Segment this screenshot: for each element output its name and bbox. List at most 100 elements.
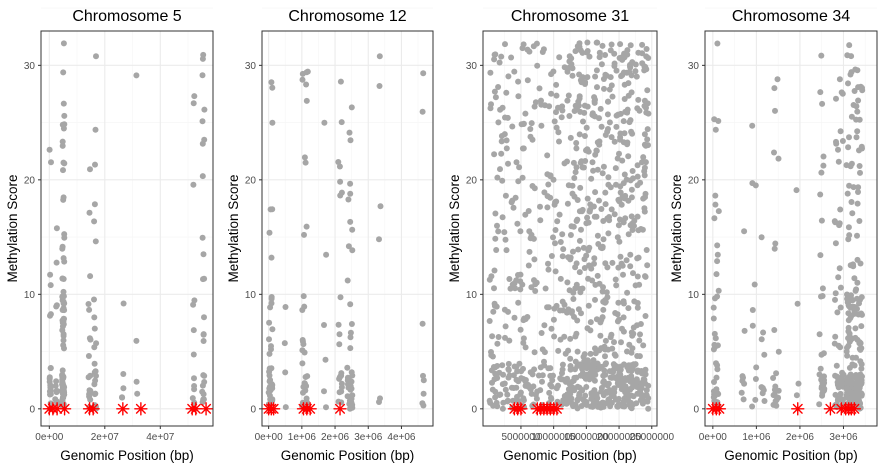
data-point xyxy=(542,285,549,292)
y-tick-label: 0 xyxy=(471,404,477,415)
data-point xyxy=(199,72,206,79)
data-point xyxy=(201,379,208,385)
data-point xyxy=(53,378,60,385)
data-point xyxy=(636,107,643,114)
data-point xyxy=(598,206,605,212)
marker-stroke xyxy=(305,403,316,414)
data-point xyxy=(644,126,651,133)
panel-title: Chromosome 12 xyxy=(288,8,406,25)
data-point xyxy=(576,93,583,100)
data-point xyxy=(573,218,580,224)
data-point xyxy=(616,238,623,245)
data-point xyxy=(639,226,646,233)
data-point xyxy=(858,294,865,301)
data-point xyxy=(835,274,842,281)
data-point xyxy=(555,347,562,354)
data-point xyxy=(560,246,567,253)
data-point xyxy=(572,366,578,373)
data-point xyxy=(517,326,524,333)
y-axis-label: Methylation Score xyxy=(447,174,462,282)
data-point xyxy=(614,365,621,372)
data-point xyxy=(853,134,860,141)
data-point xyxy=(491,302,498,309)
data-point xyxy=(711,215,718,222)
data-point xyxy=(533,395,540,402)
x-tick-label: 3e+06 xyxy=(829,432,858,443)
data-point xyxy=(551,118,558,125)
data-point xyxy=(633,376,640,383)
data-point xyxy=(544,171,551,178)
data-point xyxy=(491,151,498,158)
data-point xyxy=(87,372,94,379)
data-point xyxy=(574,397,581,404)
data-point xyxy=(641,168,648,175)
data-point xyxy=(848,336,855,343)
data-point xyxy=(598,61,605,68)
data-point xyxy=(582,158,589,164)
data-point xyxy=(348,104,355,111)
panel-background xyxy=(41,31,213,426)
data-point xyxy=(616,216,623,223)
data-point xyxy=(645,55,652,61)
data-point xyxy=(558,376,564,383)
data-point xyxy=(835,158,842,165)
data-point xyxy=(268,254,275,261)
data-point xyxy=(593,39,600,46)
x-tick-label: 2e+06 xyxy=(321,432,350,443)
data-point xyxy=(509,197,516,204)
data-point xyxy=(505,366,512,373)
data-point xyxy=(510,204,517,211)
data-point xyxy=(519,174,526,181)
data-point xyxy=(625,92,632,99)
x-tick-label: 4e+07 xyxy=(146,432,175,443)
data-point xyxy=(349,372,356,379)
data-point xyxy=(583,402,590,408)
data-point xyxy=(514,393,520,400)
marker-stroke xyxy=(849,403,860,414)
data-point xyxy=(268,300,275,307)
data-point xyxy=(190,100,197,107)
data-point xyxy=(505,374,512,381)
data-point xyxy=(335,159,342,165)
data-point xyxy=(843,394,850,401)
data-point xyxy=(321,388,327,395)
data-point xyxy=(517,286,524,293)
data-point xyxy=(201,314,207,321)
data-point xyxy=(617,136,624,143)
data-point xyxy=(591,255,598,262)
data-point xyxy=(91,381,98,388)
data-point xyxy=(837,304,844,311)
data-point xyxy=(377,203,384,210)
data-point xyxy=(301,154,308,161)
marker-stroke xyxy=(792,403,803,414)
data-point xyxy=(817,365,824,372)
data-point xyxy=(499,362,506,369)
data-point xyxy=(511,363,518,370)
data-point xyxy=(52,382,59,389)
data-point xyxy=(602,337,609,344)
data-point xyxy=(608,41,615,48)
data-point xyxy=(133,378,140,385)
data-point xyxy=(605,126,611,132)
x-tick-label: 2e+07 xyxy=(91,432,120,443)
data-point xyxy=(614,155,621,162)
y-tick-label: 30 xyxy=(688,61,700,72)
y-tick-label: 20 xyxy=(245,175,257,186)
data-point xyxy=(635,227,642,234)
data-point xyxy=(47,365,54,372)
data-point xyxy=(191,297,198,304)
data-point xyxy=(552,227,559,233)
data-point xyxy=(302,374,309,380)
data-point xyxy=(624,106,631,113)
data-point xyxy=(604,264,611,271)
data-point xyxy=(621,361,627,368)
data-point xyxy=(345,196,352,203)
data-point xyxy=(628,128,635,135)
data-point xyxy=(636,337,643,344)
data-point xyxy=(832,296,838,303)
x-tick-label: 1e+06 xyxy=(742,432,771,443)
data-point xyxy=(522,344,529,351)
data-point xyxy=(820,162,827,169)
data-point xyxy=(564,375,571,382)
data-point xyxy=(611,138,618,145)
